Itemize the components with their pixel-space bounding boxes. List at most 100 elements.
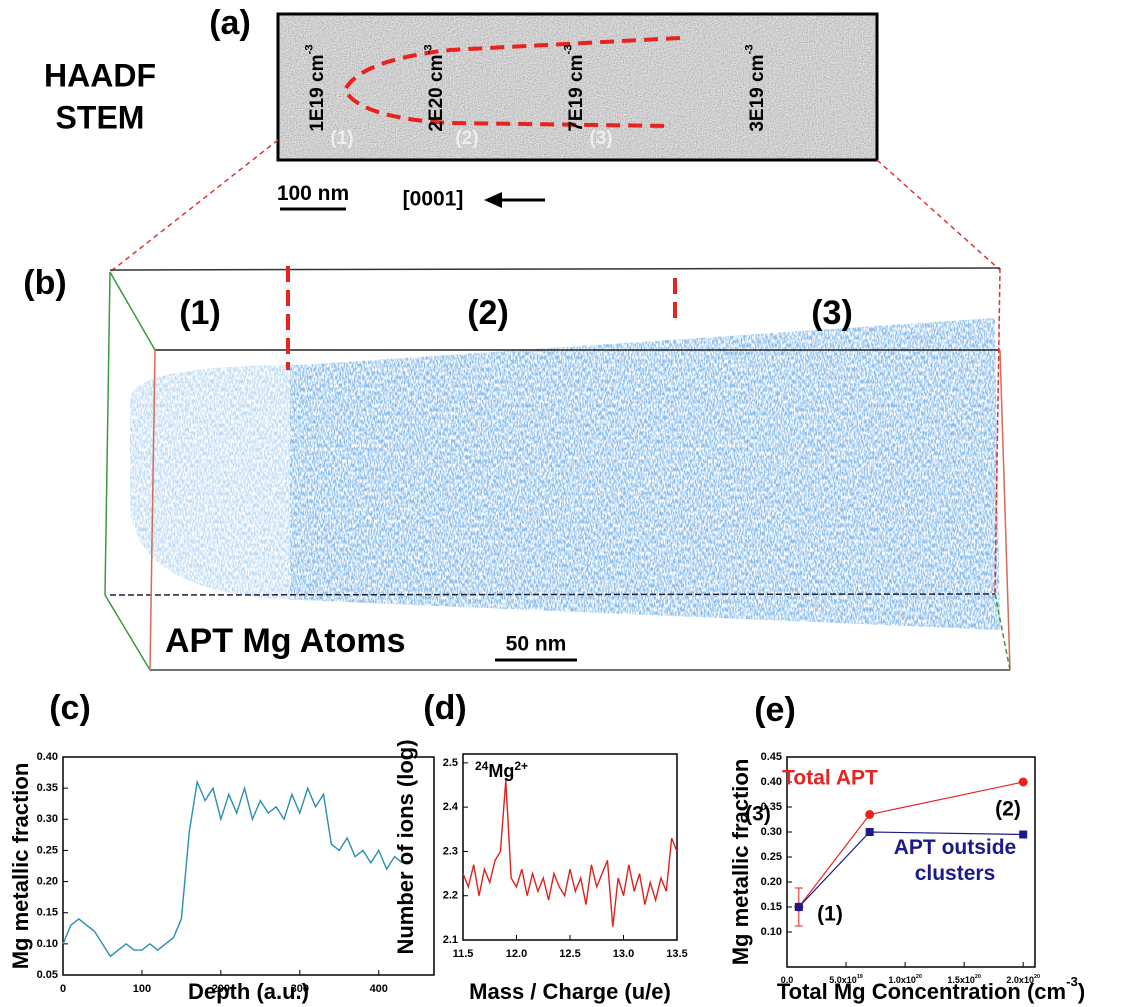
data-point: [794, 903, 803, 911]
data-point: [865, 810, 875, 819]
panel-label: (e): [754, 691, 796, 729]
x-axis-label: Depth (a.u.): [188, 979, 309, 1004]
box-edge: [109, 271, 156, 351]
panel-label: (d): [423, 689, 466, 727]
superscript: -3: [422, 44, 434, 54]
side-label: HAADF: [44, 57, 156, 93]
y-axis-label: Mg metallic fraction: [8, 763, 33, 970]
x-tick-label: 13.0: [613, 948, 634, 960]
box-edge: [994, 267, 1001, 595]
box-edge: [104, 594, 151, 671]
region-concentration: 2E20 cm-3: [422, 44, 447, 131]
y-tick-label: 0.25: [761, 851, 782, 863]
box-edge: [999, 349, 1011, 671]
region-concentration: 3E19 cm-3: [743, 44, 768, 131]
superscript: -3: [303, 44, 315, 54]
superscript: 20: [916, 974, 922, 980]
tick-text: 1.5x10: [947, 975, 975, 985]
y-tick-label: 2.3: [443, 845, 458, 857]
superscript: 20: [975, 974, 981, 980]
zoom-line: [876, 159, 1001, 271]
tick-text: 2.0x10: [1006, 975, 1034, 985]
y-tick-label: 0.45: [761, 751, 782, 763]
box-edge: [109, 267, 1001, 271]
region-number: (3): [589, 128, 612, 149]
low-density-region: [125, 360, 290, 605]
point-annotation: (2): [995, 798, 1021, 821]
caption: APT Mg Atoms: [165, 622, 406, 660]
region-number: (3): [811, 294, 853, 332]
box-edge: [104, 271, 111, 596]
superscript: 20: [1034, 974, 1040, 980]
region-number: (1): [179, 294, 221, 332]
y-tick-label: 0.10: [37, 938, 58, 950]
tick-text: 200: [212, 983, 230, 995]
atom-cloud: [130, 318, 1000, 630]
region-text: 2E20 cm: [426, 55, 447, 132]
y-tick-label: 2.5: [443, 757, 458, 769]
x-axis-label: Total Mg Concentration (cm-3): [777, 975, 1085, 1004]
tick-text: 400: [370, 983, 388, 995]
y-tick-label: 0.40: [37, 751, 58, 763]
tick-text: 11.5: [453, 948, 474, 960]
tick-text: 13.5: [666, 948, 687, 960]
superscript: 19: [857, 974, 863, 980]
y-tick-label: 0.15: [37, 907, 58, 919]
superscript: 2+: [514, 759, 528, 773]
y-tick-label: 0.05: [37, 969, 58, 981]
y-tick-label: 0.10: [761, 926, 782, 938]
box-edge: [109, 593, 996, 596]
panel-label: (a): [209, 4, 251, 42]
region-text: 3E19 cm: [747, 55, 768, 132]
series-line: [462, 780, 678, 927]
region-concentration: 1E19 cm-3: [303, 44, 328, 131]
tick-text: 12.0: [506, 948, 527, 960]
data-point: [865, 828, 874, 836]
y-tick-label: 0.30: [761, 826, 782, 838]
y-tick-label: 0.25: [37, 844, 58, 856]
direction-label: [0001]: [403, 188, 464, 211]
y-tick-label: 0.40: [761, 776, 782, 788]
x-tick-label: 11.5: [453, 948, 474, 960]
x-tick-label: 200: [212, 983, 230, 995]
y-tick-label: 2.1: [443, 934, 458, 946]
point-annotation: (1): [817, 903, 843, 926]
tick-text: 0: [60, 983, 66, 995]
superscript: -3: [743, 44, 755, 54]
x-tick-label: 12.0: [506, 948, 527, 960]
plot-frame: [62, 756, 435, 976]
x-tick-label: 100: [133, 983, 151, 995]
scale-label: 100 nm: [277, 182, 349, 205]
arrow-head: [484, 192, 502, 208]
x-tick-label: 2.0x1020: [1006, 974, 1040, 985]
x-tick-label: 400: [370, 983, 388, 995]
y-tick-label: 0.35: [37, 782, 58, 794]
x-tick-label: 0: [60, 983, 66, 995]
series-line: [62, 779, 403, 958]
y-tick-label: 2.4: [443, 801, 459, 813]
y-tick-label: 0.30: [37, 813, 58, 825]
x-tick-label: 0.0: [781, 975, 794, 985]
y-tick-label: 0.20: [37, 875, 58, 887]
y-tick-label: 0.20: [761, 876, 782, 888]
tick-text: 5.0x10: [829, 975, 857, 985]
superscript: -3: [1066, 975, 1078, 990]
box-edge: [994, 593, 1011, 671]
y-tick-label: 0.35: [761, 801, 782, 813]
x-tick-label: 13.5: [666, 948, 687, 960]
tick-text: 1.0x10: [888, 975, 916, 985]
x-tick-label: 1.5x1020: [947, 974, 981, 985]
y-tick-label: 2.2: [443, 890, 458, 902]
x-tick-label: 12.5: [559, 948, 580, 960]
y-tick-label: 0.15: [761, 901, 782, 913]
label-text: Total Mg Concentration (cm: [777, 979, 1066, 1004]
region-text: 1E19 cm: [307, 55, 328, 132]
series-label: Total APT: [782, 767, 878, 790]
y-axis-label: Number of ions (log): [393, 739, 418, 954]
x-axis-label: Mass / Charge (u/e): [469, 979, 671, 1004]
tick-text: 0.0: [781, 975, 794, 985]
stem-frame: [276, 12, 879, 162]
data-point: [1019, 830, 1028, 839]
